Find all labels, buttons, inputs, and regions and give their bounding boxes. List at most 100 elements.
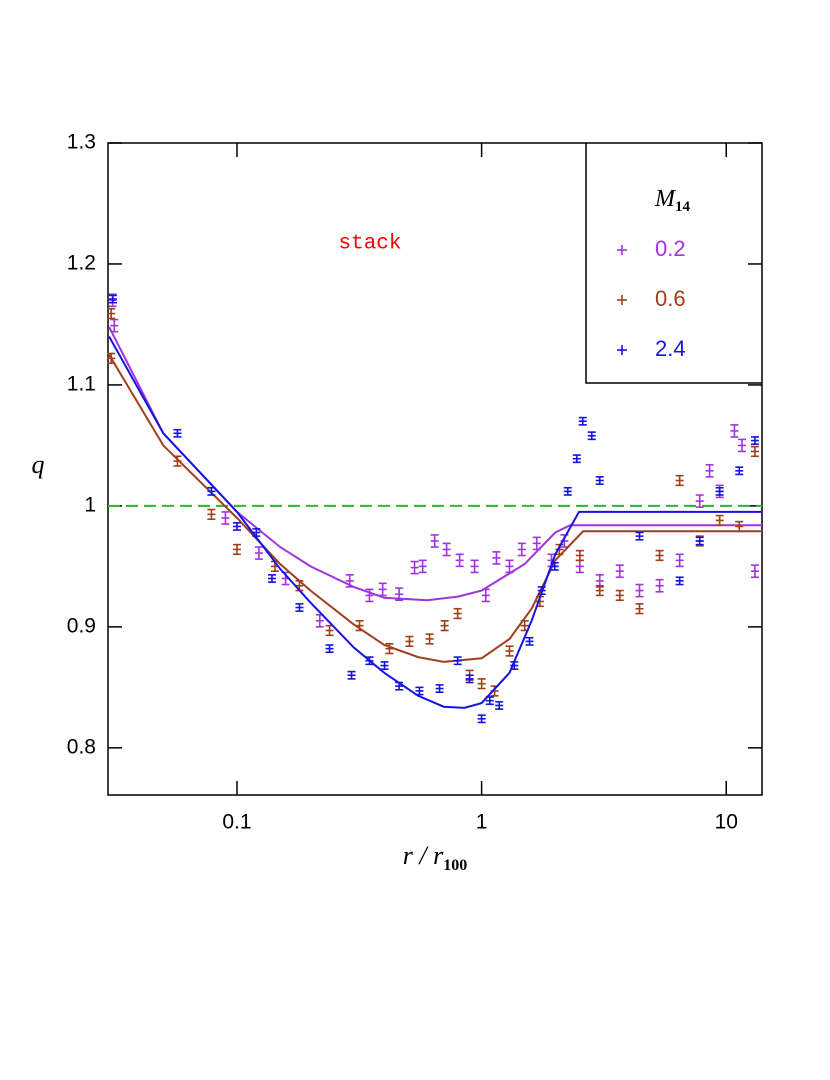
data-point	[575, 559, 584, 574]
data-point	[517, 542, 526, 557]
data-point	[635, 531, 644, 541]
data-point	[675, 576, 684, 586]
data-point	[655, 578, 664, 593]
data-point	[738, 438, 747, 453]
data-point	[575, 549, 584, 562]
data-point	[750, 436, 759, 446]
data-point	[695, 536, 704, 546]
data-point	[453, 607, 462, 620]
data-point	[563, 486, 572, 496]
data-point	[615, 589, 624, 602]
data-point	[572, 454, 581, 464]
x-tick-label: 0.1	[222, 811, 251, 834]
data-point	[425, 633, 434, 645]
data-point	[442, 542, 451, 557]
data-point	[735, 520, 744, 533]
data-point	[750, 445, 759, 458]
data-point	[477, 714, 486, 724]
x-tick-label: 10	[715, 811, 738, 834]
x-tick-label: 1	[476, 811, 488, 834]
data-point	[221, 511, 230, 525]
data-point	[455, 553, 464, 568]
data-point	[325, 644, 334, 654]
data-point	[254, 546, 263, 560]
data-point	[595, 476, 604, 485]
data-point	[232, 543, 241, 556]
y-tick-label: 1.3	[67, 131, 96, 154]
data-point	[465, 674, 474, 684]
legend-marker	[617, 245, 627, 255]
data-point	[492, 551, 501, 565]
plot-frame	[107, 142, 763, 796]
data-point	[453, 656, 462, 666]
y-tick-label: 1.2	[67, 252, 96, 275]
legend-marker	[617, 345, 627, 355]
data-point	[715, 514, 724, 527]
legend-title: M14	[654, 186, 691, 216]
data-point	[470, 559, 479, 574]
legend-label: 2.4	[655, 336, 686, 361]
data-point	[315, 613, 324, 628]
data-point	[750, 564, 759, 579]
x-axis-label-sub: 100	[443, 857, 467, 874]
y-tick-label: 1	[84, 493, 96, 516]
y-tick-label: 1.1	[67, 372, 96, 395]
data-point	[578, 416, 587, 426]
data-point	[440, 620, 449, 632]
data-point	[615, 564, 624, 579]
data-point	[207, 486, 216, 496]
data-point	[735, 466, 744, 476]
data-point	[385, 642, 394, 655]
data-point	[207, 508, 216, 521]
data-point	[675, 553, 684, 568]
fit-line	[108, 336, 762, 709]
data-point	[325, 624, 334, 637]
x-axis-label-main: r / r	[403, 841, 444, 870]
data-point	[232, 522, 241, 531]
data-point	[675, 474, 684, 487]
fit-line	[108, 354, 762, 663]
data-point	[587, 431, 596, 441]
data-point	[730, 424, 739, 438]
data-point	[173, 428, 182, 438]
data-point	[635, 603, 644, 615]
data-point	[378, 582, 387, 597]
data-point	[505, 645, 514, 657]
data-point	[410, 560, 419, 575]
data-point	[655, 549, 664, 562]
data-point	[595, 584, 604, 597]
data-point	[107, 307, 116, 320]
data-point	[418, 559, 427, 574]
data-point	[435, 684, 444, 693]
data-point	[495, 701, 504, 710]
y-tick-label: 0.8	[67, 735, 96, 758]
legend-title-main: M	[654, 186, 677, 212]
data-point	[477, 678, 486, 690]
data-point	[635, 583, 644, 598]
data-point	[525, 636, 534, 646]
data-point	[405, 635, 414, 648]
x-axis-label: r / r100	[403, 841, 467, 874]
legend-label: 0.6	[655, 286, 686, 311]
legend-label: 0.2	[655, 236, 686, 261]
legend-title-sub: 14	[675, 199, 691, 215]
legend-marker	[617, 295, 627, 305]
data-point	[365, 588, 374, 603]
data-point	[380, 661, 389, 670]
fit-line	[108, 326, 762, 602]
data-point	[267, 574, 276, 583]
data-point	[347, 670, 356, 680]
y-tick-label: 0.9	[67, 614, 96, 637]
data-point	[695, 494, 704, 508]
data-point	[715, 486, 724, 496]
legend-box	[585, 143, 762, 384]
data-point	[415, 686, 424, 696]
y-axis-label: q	[32, 450, 45, 479]
data-point	[108, 294, 117, 304]
data-point	[430, 534, 439, 548]
data-point	[481, 588, 490, 603]
data-point	[295, 603, 304, 612]
data-point	[705, 463, 714, 478]
annotation: stack	[338, 233, 401, 256]
